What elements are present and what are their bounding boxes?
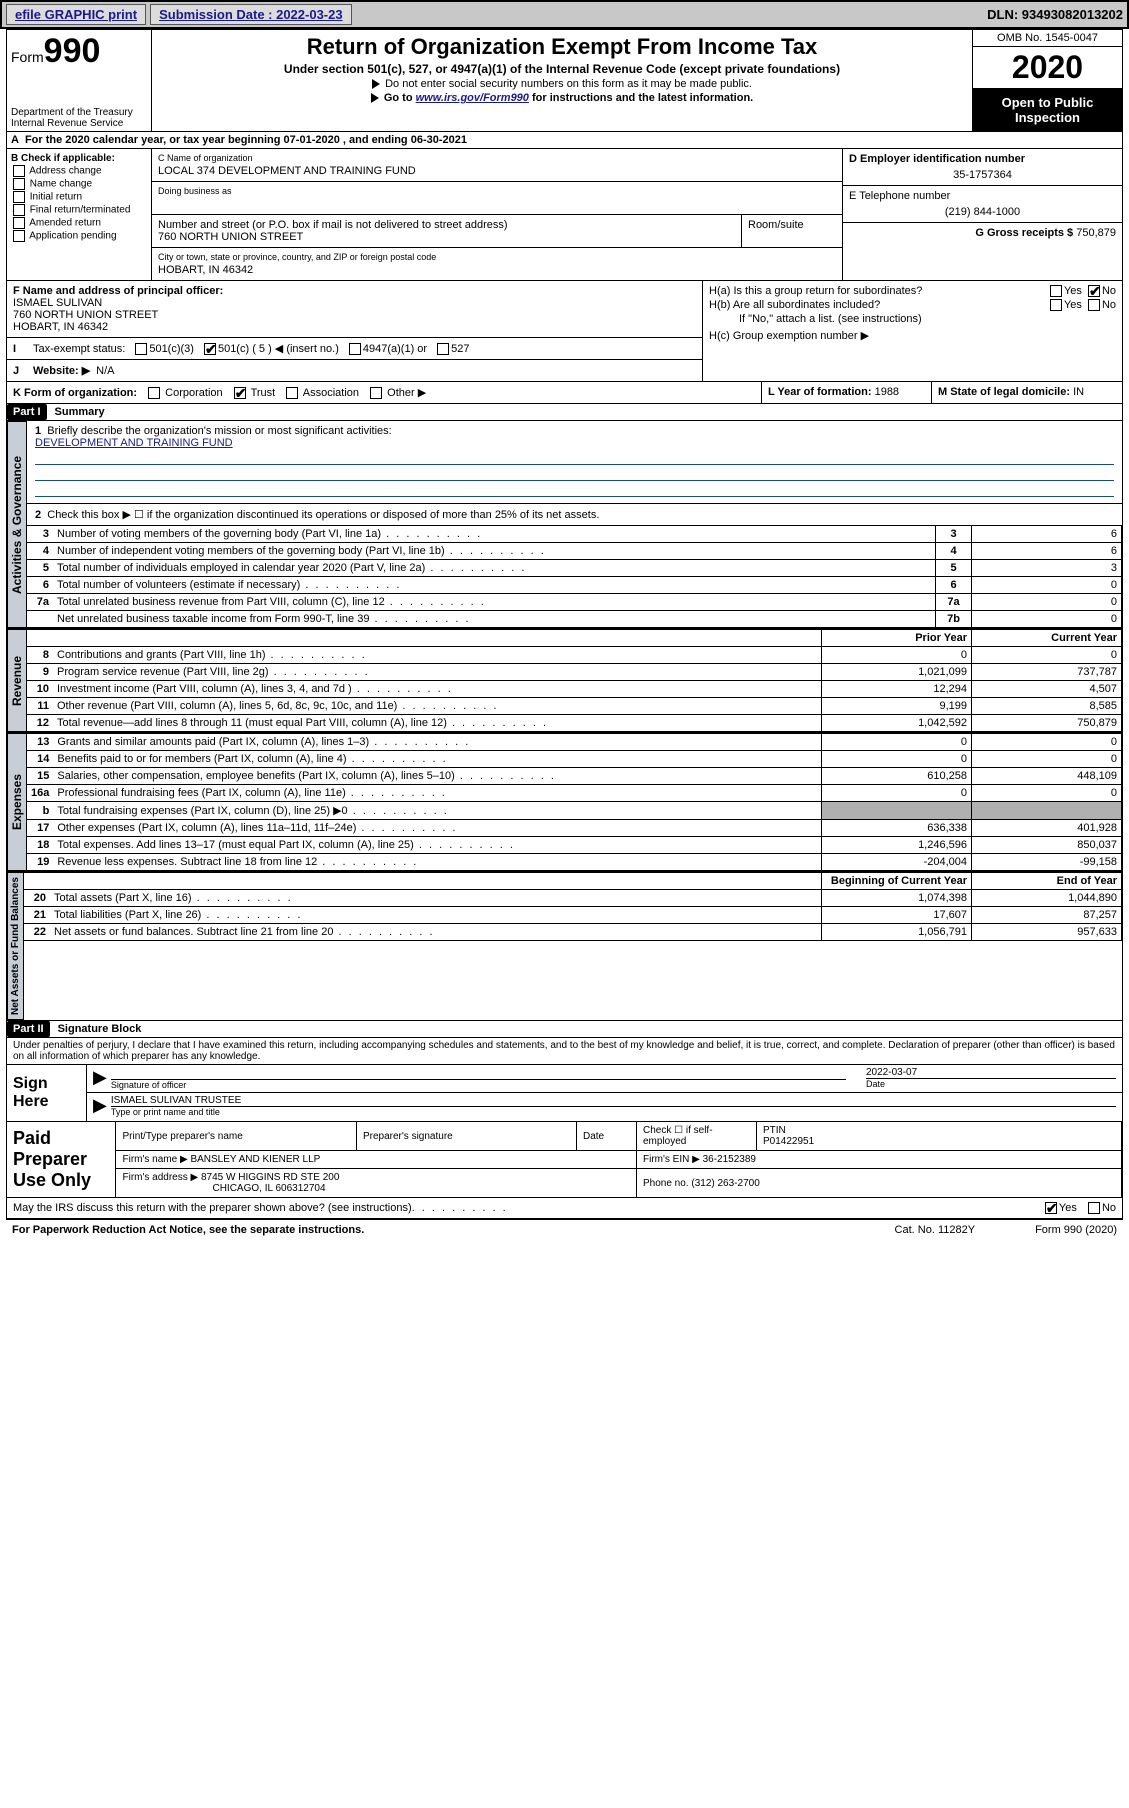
chk-amended-return[interactable]: Amended return xyxy=(11,217,147,229)
top-bar: efile GRAPHIC print Submission Date : 20… xyxy=(0,0,1129,29)
chk-trust[interactable] xyxy=(234,387,246,399)
section-b-checkboxes: B Check if applicable: Address change Na… xyxy=(7,149,152,280)
table-row: 11Other revenue (Part VIII, column (A), … xyxy=(27,698,1122,715)
telephone-cell: E Telephone number (219) 844-1000 xyxy=(843,186,1122,223)
department-label: Department of the Treasury Internal Reve… xyxy=(11,107,147,129)
instructions-link-line: Go to www.irs.gov/Form990 for instructio… xyxy=(158,92,966,104)
chk-corporation[interactable] xyxy=(148,387,160,399)
form-number: Form990 xyxy=(11,32,147,71)
tab-activities-governance: Activities & Governance xyxy=(7,421,27,628)
chk-final-return[interactable]: Final return/terminated xyxy=(11,204,147,216)
table-row: 18Total expenses. Add lines 13–17 (must … xyxy=(27,837,1122,854)
ssn-notice: Do not enter social security numbers on … xyxy=(158,78,966,90)
sign-here-block: Sign Here ▶ Signature of officer 2022-03… xyxy=(6,1065,1123,1122)
table-row: 4Number of independent voting members of… xyxy=(27,543,1122,560)
open-to-public-badge: Open to Public Inspection xyxy=(973,89,1122,131)
gross-receipts-cell: G Gross receipts $ 750,879 xyxy=(843,223,1122,243)
room-suite-cell: Room/suite xyxy=(742,215,842,247)
tab-revenue: Revenue xyxy=(7,629,27,732)
table-row: 21Total liabilities (Part X, line 26)17,… xyxy=(24,907,1122,924)
chk-hb-no[interactable] xyxy=(1088,299,1100,311)
line-2-discontinued: 2 Check this box ▶ ☐ if the organization… xyxy=(27,504,1122,525)
part-i-header: Part I Summary xyxy=(6,404,1123,421)
tab-net-assets: Net Assets or Fund Balances xyxy=(7,872,24,1020)
form-subtitle: Under section 501(c), 527, or 4947(a)(1)… xyxy=(158,62,966,76)
ein-cell: D Employer identification number 35-1757… xyxy=(843,149,1122,186)
line-k-form-of-org: K Form of organization: Corporation Trus… xyxy=(7,382,762,403)
table-row: 3Number of voting members of the governi… xyxy=(27,526,1122,543)
chk-initial-return[interactable]: Initial return xyxy=(11,191,147,203)
mission-block: 1 Briefly describe the organization's mi… xyxy=(27,421,1122,504)
table-row: 15Salaries, other compensation, employee… xyxy=(27,768,1122,785)
chk-501c[interactable] xyxy=(204,343,216,355)
table-row: 6Total number of volunteers (estimate if… xyxy=(27,577,1122,594)
principal-officer-cell: F Name and address of principal officer:… xyxy=(7,281,702,338)
discuss-with-preparer: May the IRS discuss this return with the… xyxy=(6,1198,1123,1219)
table-row: 7aTotal unrelated business revenue from … xyxy=(27,594,1122,611)
org-name-cell: C Name of organization LOCAL 374 DEVELOP… xyxy=(152,149,842,182)
form-title: Return of Organization Exempt From Incom… xyxy=(158,34,966,60)
table-row: 5Total number of individuals employed in… xyxy=(27,560,1122,577)
tab-expenses: Expenses xyxy=(7,733,27,871)
instructions-link[interactable]: www.irs.gov/Form990 xyxy=(416,92,529,104)
omb-number: OMB No. 1545-0047 xyxy=(973,30,1122,47)
table-row: 19Revenue less expenses. Subtract line 1… xyxy=(27,854,1122,871)
table-row: 20Total assets (Part X, line 16)1,074,39… xyxy=(24,890,1122,907)
chk-discuss-yes[interactable] xyxy=(1045,1202,1057,1214)
dln-label: DLN: 93493082013202 xyxy=(987,7,1123,22)
chk-527[interactable] xyxy=(437,343,449,355)
part-ii-header: Part II Signature Block xyxy=(6,1021,1123,1038)
net-assets-table: Beginning of Current YearEnd of Year20To… xyxy=(24,872,1122,941)
expenses-table: 13Grants and similar amounts paid (Part … xyxy=(27,733,1122,871)
website-label: Website: ▶ xyxy=(33,364,90,377)
chk-ha-yes[interactable] xyxy=(1050,285,1062,297)
tax-exempt-status-label: Tax-exempt status: xyxy=(33,343,125,355)
efile-print-button[interactable]: efile GRAPHIC print xyxy=(6,4,146,25)
chk-ha-no[interactable] xyxy=(1088,285,1100,297)
page-footer: For Paperwork Reduction Act Notice, see … xyxy=(6,1219,1123,1240)
chk-other[interactable] xyxy=(370,387,382,399)
table-row: 13Grants and similar amounts paid (Part … xyxy=(27,734,1122,751)
line-a-tax-year: AFor the 2020 calendar year, or tax year… xyxy=(6,132,1123,149)
chk-hb-yes[interactable] xyxy=(1050,299,1062,311)
chk-501c3[interactable] xyxy=(135,343,147,355)
form-header: Form990 Department of the Treasury Inter… xyxy=(6,29,1123,132)
section-h: H(a) Is this a group return for subordin… xyxy=(702,281,1122,381)
table-row: Net unrelated business taxable income fr… xyxy=(27,611,1122,628)
table-row: 14Benefits paid to or for members (Part … xyxy=(27,751,1122,768)
table-row: 10Investment income (Part VIII, column (… xyxy=(27,681,1122,698)
paid-preparer-block: Paid Preparer Use Only Print/Type prepar… xyxy=(6,1122,1123,1198)
chk-association[interactable] xyxy=(286,387,298,399)
tax-year: 2020 xyxy=(973,47,1122,89)
table-row: 17Other expenses (Part IX, column (A), l… xyxy=(27,820,1122,837)
street-cell: Number and street (or P.O. box if mail i… xyxy=(152,215,742,247)
revenue-table: Prior YearCurrent Year8Contributions and… xyxy=(27,629,1122,732)
mission-value-link[interactable]: DEVELOPMENT AND TRAINING FUND xyxy=(35,437,233,449)
line-l-year-formation: L Year of formation: 1988 xyxy=(762,382,932,403)
city-cell: City or town, state or province, country… xyxy=(152,248,842,280)
chk-name-change[interactable]: Name change xyxy=(11,178,147,190)
table-row: 12Total revenue—add lines 8 through 11 (… xyxy=(27,715,1122,732)
table-row: 9Program service revenue (Part VIII, lin… xyxy=(27,664,1122,681)
chk-discuss-no[interactable] xyxy=(1088,1202,1100,1214)
table-row: 22Net assets or fund balances. Subtract … xyxy=(24,924,1122,941)
dba-cell: Doing business as xyxy=(152,182,842,215)
governance-table: 3Number of voting members of the governi… xyxy=(27,525,1122,628)
jurat-text: Under penalties of perjury, I declare th… xyxy=(6,1038,1123,1065)
table-row: 16aProfessional fundraising fees (Part I… xyxy=(27,785,1122,802)
table-row: 8Contributions and grants (Part VIII, li… xyxy=(27,647,1122,664)
line-m-state-domicile: M State of legal domicile: IN xyxy=(932,382,1122,403)
chk-4947a1[interactable] xyxy=(349,343,361,355)
submission-date-button[interactable]: Submission Date : 2022-03-23 xyxy=(150,4,352,25)
table-row: bTotal fundraising expenses (Part IX, co… xyxy=(27,802,1122,820)
chk-application-pending[interactable]: Application pending xyxy=(11,230,147,242)
chk-address-change[interactable]: Address change xyxy=(11,165,147,177)
website-value: N/A xyxy=(96,365,114,377)
